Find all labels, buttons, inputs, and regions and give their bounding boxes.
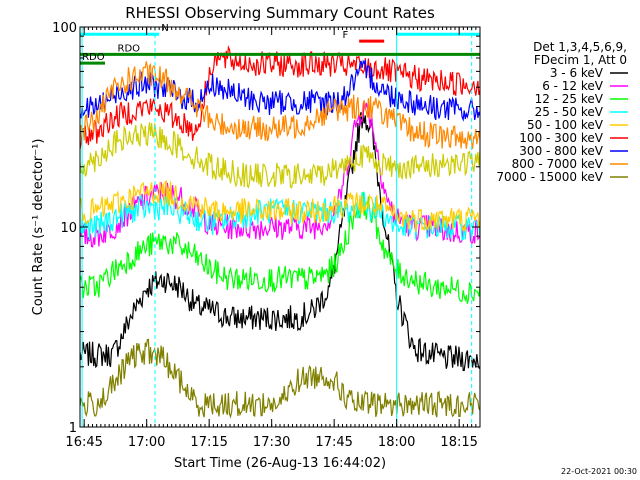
chart-title: RHESSI Observing Summary Count Rates (125, 4, 435, 22)
flag-label-0: N (161, 23, 168, 34)
x-tick-label-6: 18:15 (440, 435, 477, 450)
series-line-0 (79, 111, 481, 372)
y-axis-label: Count Rate (s⁻¹ detector⁻¹) (31, 139, 46, 316)
x-tick-label-2: 17:15 (190, 435, 227, 450)
series-line-2 (79, 190, 481, 304)
footer-date-stamp: 22-Oct-2021 00:30 (561, 467, 637, 476)
series-line-7 (79, 61, 481, 149)
legend-header-1: FDecim 1, Att 0 (534, 53, 627, 67)
legend-entry-label-2: 12 - 25 keV (535, 92, 604, 106)
y-tick-label-1: 10 (60, 221, 77, 236)
x-tick-label-3: 17:30 (253, 435, 290, 450)
y-axis: 1 10 100 (52, 21, 480, 436)
series-layer (79, 45, 481, 419)
flag-label-3: RDO (118, 43, 141, 54)
x-tick-label-4: 17:45 (315, 435, 352, 450)
legend-header-0: Det 1,3,4,5,6,9, (533, 40, 627, 54)
y-tick-label-0: 1 (69, 421, 77, 436)
x-axis: 16:45 17:00 17:15 17:30 17:45 18:00 18:15 (65, 27, 481, 450)
y-tick-label-2: 100 (52, 21, 77, 36)
flag-label-4: RDO (82, 52, 105, 63)
series-line-9 (79, 122, 481, 189)
series-line-8 (79, 338, 481, 419)
series-line-6 (79, 59, 481, 122)
x-axis-label: Start Time (26-Aug-13 16:44:02) (174, 456, 386, 471)
x-tick-label-0: 16:45 (65, 435, 102, 450)
legend: Det 1,3,4,5,6,9,FDecim 1, Att 03 - 6 keV… (496, 40, 628, 184)
flag-label-2: F (343, 30, 349, 41)
x-tick-label-5: 18:00 (378, 435, 415, 450)
legend-entry-label-4: 50 - 100 keV (527, 118, 604, 132)
legend-entry-label-1: 6 - 12 keV (542, 79, 604, 93)
legend-entry-label-5: 100 - 300 keV (519, 131, 603, 145)
x-tick-label-1: 17:00 (128, 435, 165, 450)
series-line-5 (79, 45, 481, 150)
legend-entry-label-7: 800 - 7000 keV (512, 157, 604, 171)
legend-entry-label-0: 3 - 6 keV (550, 66, 604, 80)
legend-entry-label-3: 25 - 50 keV (535, 105, 604, 119)
legend-entry-label-8: 7000 - 15000 keV (496, 170, 603, 184)
series-line-4 (79, 179, 481, 233)
legend-entry-label-6: 300 - 800 keV (519, 144, 603, 158)
